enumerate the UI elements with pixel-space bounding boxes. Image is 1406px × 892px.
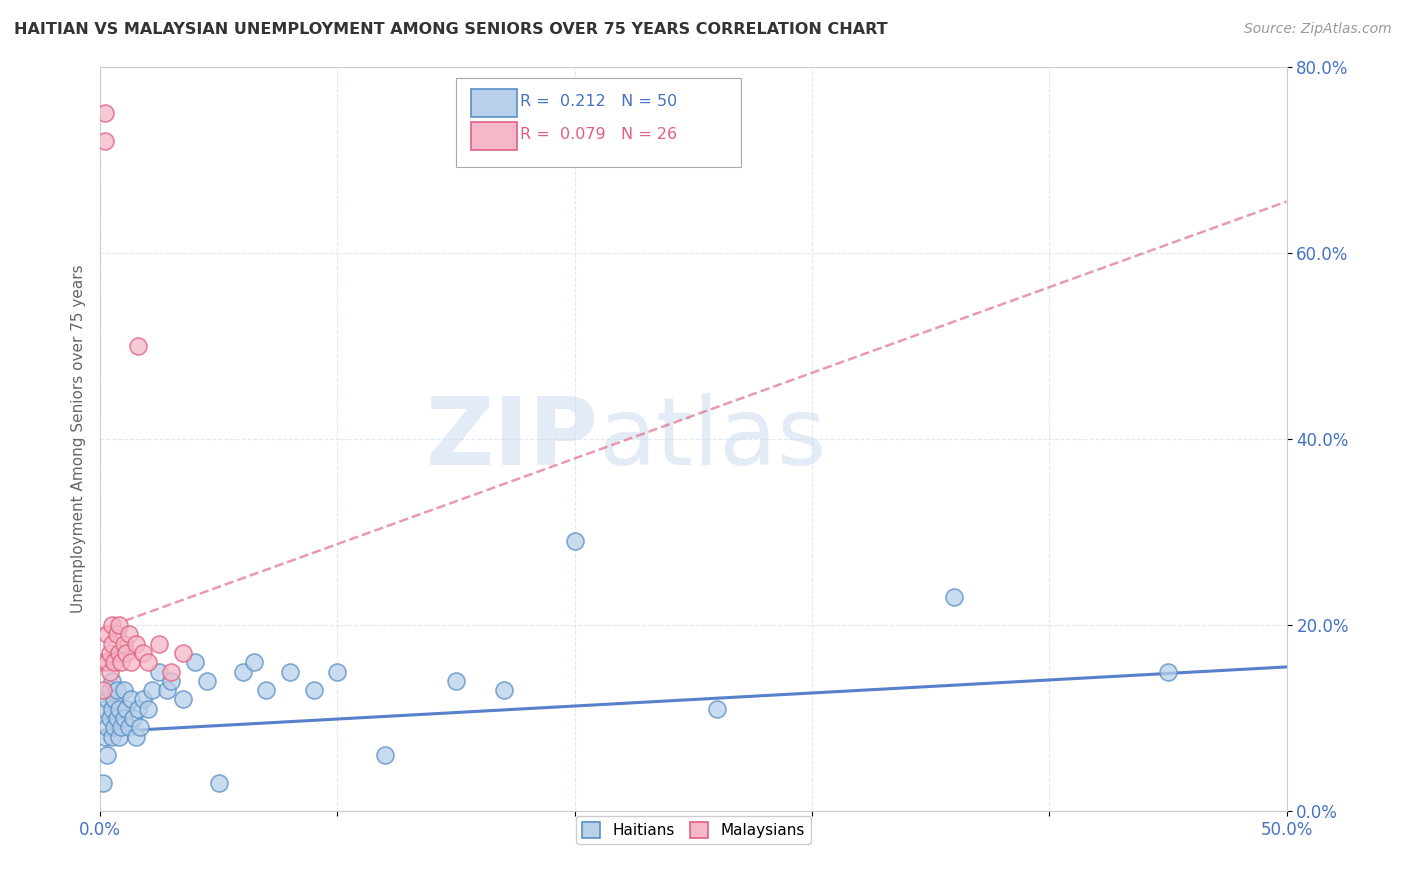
Point: [110, 655, 132, 669]
Point: [148, 637, 170, 651]
Point: [1157, 665, 1180, 679]
Point: [94, 134, 117, 148]
Point: [129, 720, 152, 734]
Point: [108, 618, 131, 632]
Point: [101, 618, 124, 632]
Point: [94, 730, 117, 744]
Y-axis label: Unemployment Among Seniors over 75 years: Unemployment Among Seniors over 75 years: [72, 265, 86, 613]
Point: [125, 637, 148, 651]
Point: [155, 683, 177, 698]
FancyBboxPatch shape: [456, 78, 741, 167]
Point: [98, 683, 121, 698]
Text: Source: ZipAtlas.com: Source: ZipAtlas.com: [1244, 22, 1392, 37]
Point: [254, 683, 277, 698]
FancyBboxPatch shape: [471, 89, 516, 117]
Point: [96, 627, 118, 641]
Point: [127, 702, 149, 716]
Point: [103, 720, 125, 734]
Point: [122, 711, 145, 725]
Point: [96, 720, 118, 734]
Point: [94, 702, 117, 716]
Point: [91, 683, 114, 698]
Point: [195, 673, 218, 688]
Point: [120, 692, 142, 706]
Point: [115, 646, 138, 660]
Point: [105, 711, 128, 725]
Point: [172, 692, 194, 706]
Text: HAITIAN VS MALAYSIAN UNEMPLOYMENT AMONG SENIORS OVER 75 YEARS CORRELATION CHART: HAITIAN VS MALAYSIAN UNEMPLOYMENT AMONG …: [14, 22, 887, 37]
Text: R =  0.212   N = 50: R = 0.212 N = 50: [520, 94, 678, 109]
Point: [231, 665, 253, 679]
Point: [127, 339, 149, 353]
Point: [98, 665, 121, 679]
Text: atlas: atlas: [599, 392, 827, 485]
Point: [108, 730, 131, 744]
Point: [302, 683, 325, 698]
Point: [184, 655, 207, 669]
Point: [564, 534, 586, 549]
Point: [706, 702, 728, 716]
Point: [96, 748, 118, 763]
Point: [243, 655, 266, 669]
Point: [101, 730, 124, 744]
Point: [101, 637, 124, 651]
Point: [208, 776, 231, 790]
Point: [326, 665, 349, 679]
Point: [110, 720, 132, 734]
Point: [91, 655, 114, 669]
Point: [112, 683, 135, 698]
Text: ZIP: ZIP: [426, 392, 599, 485]
Point: [136, 655, 159, 669]
Point: [94, 106, 117, 120]
Point: [492, 683, 515, 698]
Point: [101, 673, 124, 688]
Point: [112, 637, 135, 651]
Point: [105, 627, 128, 641]
Point: [132, 692, 155, 706]
Point: [278, 665, 301, 679]
Point: [160, 673, 183, 688]
Point: [96, 655, 118, 669]
Legend: Haitians, Malaysians: Haitians, Malaysians: [575, 816, 811, 845]
Point: [136, 702, 159, 716]
Point: [112, 711, 135, 725]
Point: [96, 692, 118, 706]
FancyBboxPatch shape: [471, 121, 516, 150]
Point: [91, 776, 114, 790]
Point: [943, 590, 966, 604]
Point: [148, 665, 170, 679]
Text: R =  0.079   N = 26: R = 0.079 N = 26: [520, 127, 678, 142]
Point: [108, 646, 131, 660]
Point: [125, 730, 148, 744]
Point: [98, 646, 121, 660]
Point: [141, 683, 163, 698]
Point: [120, 655, 142, 669]
Point: [444, 673, 467, 688]
Point: [117, 720, 139, 734]
Point: [103, 655, 125, 669]
Point: [115, 702, 138, 716]
Point: [374, 748, 396, 763]
Point: [105, 683, 128, 698]
Point: [98, 711, 121, 725]
Point: [101, 702, 124, 716]
Point: [172, 646, 194, 660]
Point: [160, 665, 183, 679]
Point: [117, 627, 139, 641]
Point: [132, 646, 155, 660]
Point: [108, 702, 131, 716]
Point: [103, 692, 125, 706]
